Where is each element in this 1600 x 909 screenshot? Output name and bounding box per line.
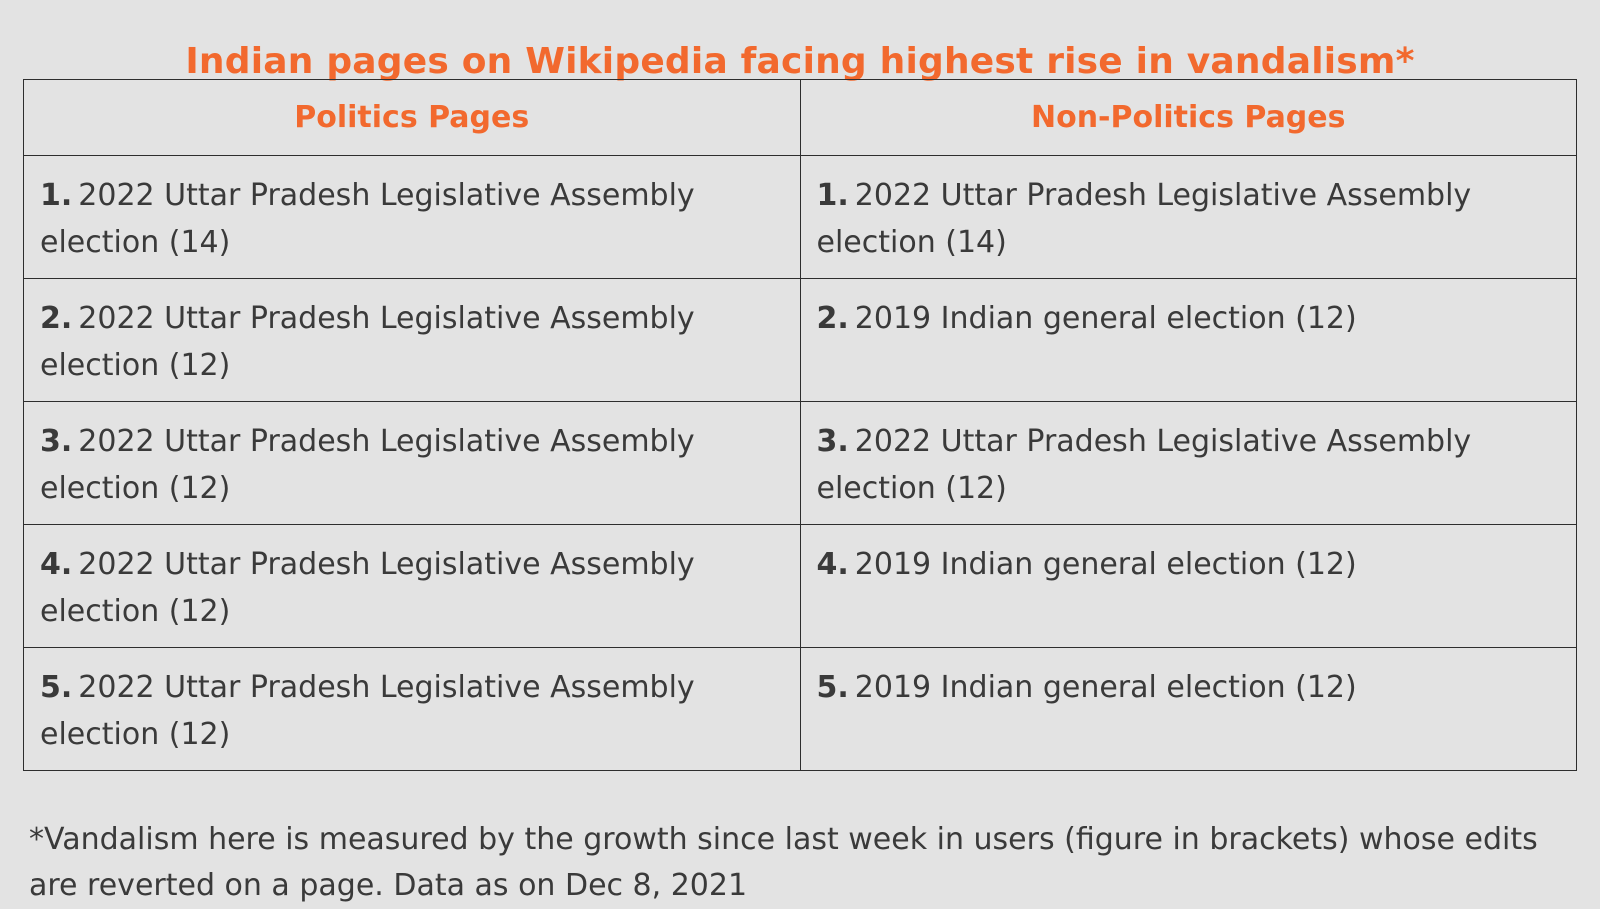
non-politics-cell: 5. 2019 Indian general election (12) [799,647,1577,771]
non-politics-cell: 1. 2022 Uttar Pradesh Legislative Assembl… [799,155,1577,279]
rank-number: 1. [40,178,73,213]
page-entry: 2022 Uttar Pradesh Legislative Assembly … [40,670,695,752]
page-title: Indian pages on Wikipedia facing highest… [185,41,1415,83]
table-row: 3. 2022 Uttar Pradesh Legislative Assembl… [23,401,1577,525]
rank-number: 3. [816,424,849,459]
table-row: 4. 2022 Uttar Pradesh Legislative Assembl… [23,524,1577,648]
politics-cell: 5. 2022 Uttar Pradesh Legislative Assembl… [23,647,801,771]
page-entry: 2019 Indian general election (12) [854,670,1357,705]
non-politics-cell: 2. 2019 Indian general election (12) [799,278,1577,402]
page-entry: 2022 Uttar Pradesh Legislative Assembly … [816,424,1472,506]
politics-cell: 3. 2022 Uttar Pradesh Legislative Assembl… [23,401,801,525]
page-entry: 2022 Uttar Pradesh Legislative Assembly … [816,178,1472,260]
rank-number: 1. [816,178,849,213]
page-entry: 2022 Uttar Pradesh Legislative Assembly … [40,178,695,260]
non-politics-cell: 3. 2022 Uttar Pradesh Legislative Assembl… [799,401,1577,525]
page-entry: 2022 Uttar Pradesh Legislative Assembly … [40,424,695,506]
rank-number: 4. [816,547,849,582]
politics-cell: 4. 2022 Uttar Pradesh Legislative Assembl… [23,524,801,648]
rank-number: 5. [816,670,849,705]
table-row: 1. 2022 Uttar Pradesh Legislative Assembl… [23,155,1577,279]
politics-cell: 2. 2022 Uttar Pradesh Legislative Assembl… [23,278,801,402]
rank-number: 4. [40,547,73,582]
non-politics-cell: 4. 2019 Indian general election (12) [799,524,1577,648]
page-entry: 2019 Indian general election (12) [854,547,1357,582]
page-entry: 2022 Uttar Pradesh Legislative Assembly … [40,301,695,383]
table-row: 5. 2022 Uttar Pradesh Legislative Assembl… [23,647,1577,771]
table-row: 2. 2022 Uttar Pradesh Legislative Assembl… [23,278,1577,402]
header-non-politics-pages: Non-Politics Pages [799,79,1577,156]
footnote: *Vandalism here is measured by the growt… [29,822,1538,903]
rank-number: 2. [816,301,849,336]
rank-number: 3. [40,424,73,459]
page-entry: 2022 Uttar Pradesh Legislative Assembly … [40,547,695,629]
vandalism-ranking-table: Politics Pages Non-Politics Pages 1. 2022… [23,79,1577,771]
politics-cell: 1. 2022 Uttar Pradesh Legislative Assembl… [23,155,801,279]
table-header-row: Politics Pages Non-Politics Pages [23,79,1577,156]
rank-number: 5. [40,670,73,705]
header-politics-pages: Politics Pages [23,79,801,156]
rank-number: 2. [40,301,73,336]
page-entry: 2019 Indian general election (12) [854,301,1357,336]
